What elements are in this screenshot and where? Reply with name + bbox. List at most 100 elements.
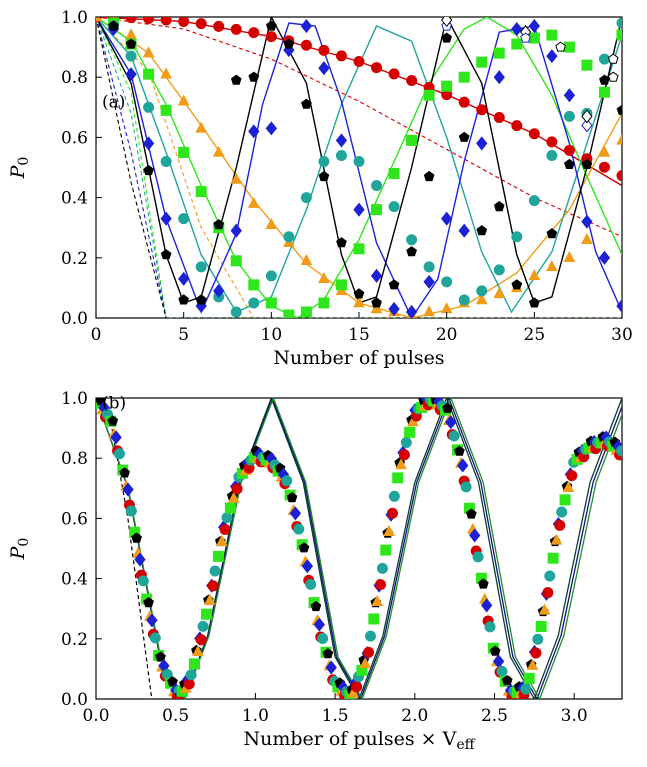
data-point-series-1 [230,172,243,184]
data-point-series-4 [388,301,400,317]
x-tick-label: 2.0 [401,706,428,726]
data-point-series-4 [178,271,190,286]
collapsed-data-point [363,646,375,658]
data-point-series-2 [511,38,523,50]
envelope-curve-1 [96,398,622,699]
data-point-series-5 [108,20,119,31]
envelope-curve-0 [96,398,622,699]
data-point-series-2 [598,86,610,98]
data-point-series-4 [142,136,155,151]
data-point-series-0 [388,68,400,80]
data-point-series-2 [528,32,540,44]
data-point-series-1 [247,196,260,208]
data-point-series-5 [353,288,365,299]
collapsed-data-point [526,658,539,670]
collapsed-data-point [131,532,142,543]
data-point-series-4 [423,274,435,289]
data-point-series-5 [283,38,295,49]
open-data-point [581,109,593,124]
data-point-series-2 [265,297,277,309]
data-point-series-5 [546,228,558,239]
data-point-series-2 [160,104,172,116]
collapsed-data-point [207,580,219,592]
collapsed-data-point [542,587,554,599]
data-point-series-2 [441,80,453,92]
collapsed-data-point [386,507,398,519]
data-point-series-1 [195,121,208,133]
data-point-series-0 [528,128,540,140]
data-point-series-5 [301,98,312,109]
data-point-series-1 [125,28,137,40]
data-point-series-5 [318,170,330,182]
x-tick-label: 3.0 [561,706,588,726]
collapsed-data-point [368,613,380,625]
data-point-series-0 [143,17,155,25]
data-point-series-3 [248,297,260,309]
short-time-curve [96,398,153,699]
data-point-series-4 [405,304,418,318]
data-point-series-4 [125,67,137,82]
panel-a-label: (a) [102,92,125,112]
collapsed-data-point [325,660,337,675]
collapsed-data-point [149,632,161,644]
panel-b: 0.0 0.5 1.0 1.5 2.0 2.5 3.00.00.20.40.60.81.0 … [7,389,623,753]
data-point-series-3 [458,294,470,306]
collapsed-data-point [484,621,496,633]
collapsed-data-point [398,449,410,461]
data-point-series-3 [143,101,155,113]
data-point-series-5 [160,249,172,260]
collapsed-data-point [530,647,542,659]
data-point-series-3 [300,192,312,204]
collapsed-data-point [520,683,532,695]
collapsed-data-point [532,633,544,645]
collapsed-data-point [286,491,298,503]
y-tick-label: 1.0 [61,389,88,409]
collapsed-data-point [496,665,508,677]
data-point-series-0 [195,18,207,30]
collapsed-data-point [281,475,293,487]
collapsed-data-point [380,544,392,556]
x-tick-label: 1.0 [242,706,269,726]
panel-b-plot-area [96,398,622,699]
collapsed-data-point [143,597,154,608]
collapsed-data-point [298,542,310,553]
collapsed-data-point [469,528,481,543]
collapsed-data-point [376,562,388,574]
collapsed-data-point [137,575,149,587]
collapsed-data-point [167,676,178,687]
collapsed-data-point [189,658,201,670]
data-point-series-2 [353,243,365,255]
data-point-series-3 [195,261,207,273]
data-point-series-1 [475,293,488,305]
data-point-series-1 [440,302,453,314]
data-point-series-0 [371,62,383,74]
x-tick-label: 0.5 [162,706,189,726]
model-curve-2 [96,17,622,318]
data-point-series-4 [265,121,277,136]
model-curve-4 [96,17,622,318]
collapsed-data-point [134,552,146,567]
data-point-series-2 [546,29,558,41]
data-point-series-3 [125,50,137,62]
collapsed-data-point [388,490,400,502]
data-point-series-5 [564,158,575,169]
data-point-series-5 [266,20,277,31]
x-tick-label: 5 [178,325,189,345]
panel-a-y-axis-label: P0 [7,157,32,180]
data-point-series-0 [511,120,523,132]
data-point-series-3 [230,306,242,318]
collapsed-data-point [472,551,484,563]
collapsed-data-point [197,620,209,632]
collapsed-data-point [400,436,412,448]
data-point-series-5 [599,74,610,85]
data-point-series-3 [265,270,277,282]
data-point-series-2 [458,71,470,83]
data-point-series-2 [476,56,488,68]
data-point-series-1 [353,296,365,308]
data-point-series-4 [493,70,505,85]
data-point-series-0 [563,144,575,156]
data-point-series-0 [213,20,225,32]
data-point-series-3 [388,201,400,213]
data-point-series-2 [563,41,575,53]
